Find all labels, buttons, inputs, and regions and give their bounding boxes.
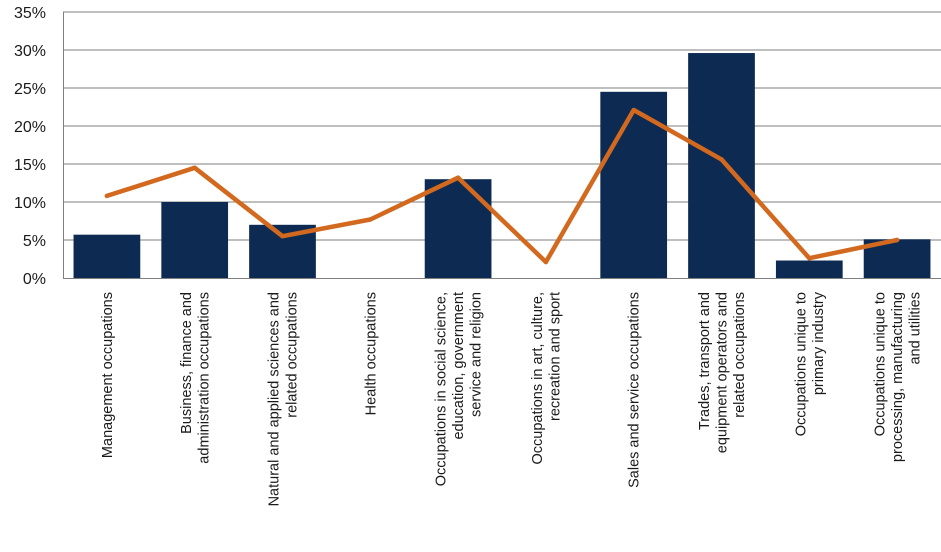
- line-point: [280, 234, 285, 239]
- x-tick-label: Occupations unique to processing, manufac…: [873, 292, 924, 462]
- line-point: [192, 165, 197, 170]
- y-tick-label: 0%: [23, 271, 46, 288]
- axes: [63, 12, 941, 279]
- y-tick-label: 15%: [14, 157, 46, 174]
- line-point: [631, 107, 636, 113]
- y-axis-ticks: 0% 5% 10% 15% 20% 25% 30% 35%: [14, 5, 46, 288]
- line-series: [104, 107, 900, 265]
- line-path: [104, 107, 900, 265]
- y-tick-label: 5%: [23, 233, 46, 250]
- x-tick-label: Health occupations: [363, 292, 379, 415]
- line-point: [807, 256, 812, 261]
- y-tick-label: 30%: [14, 43, 46, 60]
- y-tick-label: 35%: [14, 5, 46, 22]
- x-tick-label: Natural and applied sciences and related …: [267, 292, 301, 506]
- y-tick-label: 20%: [14, 119, 46, 136]
- x-tick-label: Occupations in art, culture, recreation a…: [530, 292, 564, 464]
- line-point: [894, 237, 900, 243]
- x-tick-label: Occupations unique to primary industry: [794, 291, 828, 436]
- line-point: [455, 175, 461, 180]
- x-tick-label: Business, finance and administration occu…: [179, 292, 213, 464]
- line-point: [719, 157, 724, 162]
- x-tick-label: Sales and service occupations: [627, 292, 643, 488]
- bar-series: [73, 53, 931, 278]
- y-tick-label: 25%: [14, 81, 46, 98]
- bar: [600, 91, 668, 278]
- bar: [688, 53, 755, 278]
- x-tick-label: Trades, transport and equipment operators…: [697, 292, 748, 453]
- bar: [424, 179, 492, 278]
- bar: [73, 234, 141, 278]
- x-tick-label: Management occupations: [100, 292, 116, 458]
- y-tick-label: 10%: [14, 195, 46, 212]
- bar: [161, 202, 229, 278]
- line-point: [368, 217, 373, 222]
- x-tick-label: Occupations in social science, education,…: [434, 292, 485, 486]
- line-point: [543, 259, 549, 265]
- x-axis-category-labels: Management occupations Business, finance …: [100, 291, 924, 506]
- bar: [775, 260, 843, 278]
- line-point: [104, 193, 110, 199]
